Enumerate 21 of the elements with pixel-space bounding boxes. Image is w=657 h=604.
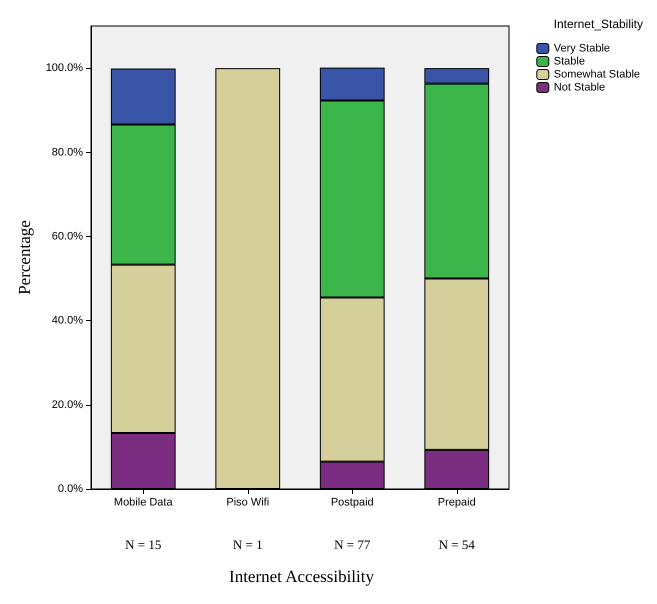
text: N = 1: [232, 537, 263, 552]
y-tick-label: 80.0%: [52, 146, 84, 158]
legend-label: Very Stable: [554, 42, 610, 54]
y-tick-label: 20.0%: [52, 398, 84, 411]
text: N = 77: [334, 537, 371, 552]
x-tick-label: Mobile Data: [114, 496, 174, 508]
legend-label: Stable: [554, 56, 585, 68]
x-tick-label: Postpaid: [330, 496, 374, 508]
y-tick-label: 40.0%: [52, 314, 84, 327]
x-axis-title: Internet Accessibility: [229, 567, 374, 586]
text: N = 15: [125, 537, 162, 552]
y-axis-title: Percentage: [15, 220, 34, 295]
legend-title: Internet_Stability: [554, 17, 644, 31]
y-tick-label: 100.0%: [46, 62, 84, 74]
y-tick-label: 60.0%: [52, 230, 84, 242]
legend-label: Somewhat Stable: [554, 68, 640, 80]
y-tick-label: 0.0%: [58, 483, 84, 495]
text: N = 54: [438, 537, 476, 552]
x-tick-label: Piso Wifi: [226, 496, 270, 508]
x-tick-label: Prepaid: [438, 496, 476, 508]
legend-label: Not Stable: [554, 82, 606, 94]
